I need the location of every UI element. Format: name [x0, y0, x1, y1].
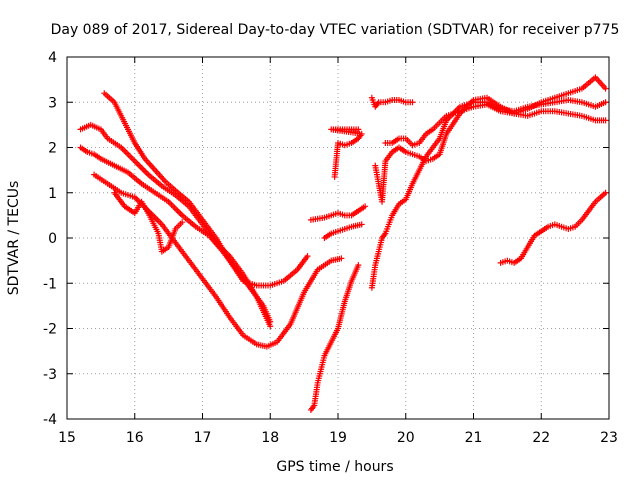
- data-point: [358, 221, 365, 228]
- y-axis-label: SDTVAR / TECUs: [6, 181, 22, 296]
- series-arc-11: [368, 94, 416, 110]
- y-tick-label: 2: [48, 141, 57, 157]
- x-tick-label: 15: [58, 430, 76, 446]
- grid: [67, 57, 609, 419]
- x-axis-ticks: 15 16 17 18 19 20 21 22 23: [58, 57, 618, 446]
- data-points: [77, 74, 609, 413]
- data-point: [409, 99, 416, 106]
- x-tick-label: 22: [532, 430, 550, 446]
- data-point: [355, 262, 362, 269]
- x-tick-label: 19: [329, 430, 347, 446]
- data-point: [602, 85, 609, 92]
- y-tick-label: -1: [43, 276, 57, 292]
- y-tick-label: 0: [48, 231, 57, 247]
- data-point: [602, 99, 609, 106]
- series-arc-9: [328, 126, 365, 180]
- series-arc-3: [101, 90, 311, 289]
- data-point: [267, 323, 274, 330]
- y-tick-label: 4: [48, 50, 57, 66]
- series-arc-5: [111, 189, 186, 255]
- y-tick-label: 1: [48, 186, 57, 202]
- y-tick-label: -4: [43, 412, 57, 428]
- series-arc-14: [497, 189, 609, 266]
- series-arc-8: [321, 221, 365, 241]
- series-arc-10: [368, 96, 609, 291]
- data-point: [338, 255, 345, 262]
- data-point: [304, 253, 311, 260]
- plot-frame: [66, 56, 610, 420]
- x-tick-label: 18: [261, 430, 279, 446]
- data-point: [179, 219, 186, 226]
- x-tick-label: 17: [194, 430, 212, 446]
- data-point: [355, 126, 362, 133]
- series-arc-13: [382, 101, 609, 149]
- series-arc-2: [77, 121, 274, 330]
- series-arc-7: [307, 262, 362, 413]
- data-point: [602, 189, 609, 196]
- data-point: [602, 117, 609, 124]
- y-tick-label: 3: [48, 95, 57, 111]
- x-tick-label: 21: [465, 430, 483, 446]
- y-tick-label: -2: [43, 322, 57, 338]
- x-tick-label: 16: [126, 430, 144, 446]
- y-tick-label: -3: [43, 367, 57, 383]
- x-tick-label: 20: [397, 430, 415, 446]
- x-axis-label: GPS time / hours: [276, 459, 393, 475]
- chart-title: Day 089 of 2017, Sidereal Day-to-day VTE…: [51, 22, 620, 38]
- series-arc-12: [372, 74, 609, 205]
- series-arc-6: [307, 203, 369, 223]
- series-arc-4: [91, 171, 345, 350]
- x-tick-label: 23: [600, 430, 618, 446]
- data-point: [362, 203, 369, 210]
